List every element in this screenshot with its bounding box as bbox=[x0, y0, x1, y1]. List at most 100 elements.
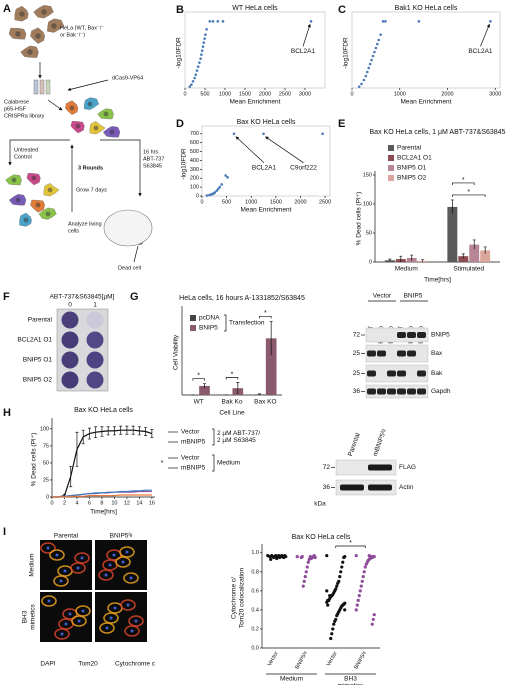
point bbox=[205, 28, 208, 31]
band-label: BNIP5 bbox=[431, 332, 450, 339]
point bbox=[203, 37, 206, 40]
significance-bracket bbox=[192, 378, 205, 381]
image-column: Parental bbox=[54, 533, 79, 540]
error-bar bbox=[450, 199, 454, 214]
point bbox=[330, 632, 334, 636]
chart-title: Bax KO HeLa cells bbox=[292, 534, 351, 541]
point bbox=[364, 562, 368, 566]
arrow bbox=[8, 139, 70, 166]
point bbox=[308, 554, 312, 559]
nucleus-signal bbox=[81, 609, 85, 613]
well bbox=[61, 311, 79, 329]
y-tick-label: 0.2 bbox=[251, 626, 259, 632]
panel-letter: C bbox=[338, 4, 346, 16]
rounds-label: 3 Rounds bbox=[78, 165, 103, 171]
band bbox=[368, 484, 392, 491]
point bbox=[370, 622, 374, 626]
column-label: 1 bbox=[93, 302, 97, 309]
point bbox=[343, 608, 347, 612]
x-tick-label: 2000 bbox=[294, 199, 306, 205]
treatment-label: ABT-737 bbox=[143, 156, 164, 162]
band bbox=[367, 370, 376, 377]
point bbox=[193, 76, 196, 80]
legend-swatch bbox=[190, 325, 196, 331]
image-column: BNIP5ᶠᵍ bbox=[110, 533, 133, 540]
band-label: Bax bbox=[431, 350, 443, 357]
band bbox=[397, 332, 406, 338]
control-label: Control bbox=[14, 154, 32, 160]
x-tick-label: 8 bbox=[100, 500, 103, 506]
dish bbox=[103, 209, 153, 247]
cell-signal bbox=[70, 562, 86, 574]
x-axis-label: Cell Line bbox=[219, 410, 245, 417]
nucleus-signal bbox=[60, 632, 64, 636]
bar bbox=[265, 338, 277, 395]
legend-label: BCL2A1 O1 bbox=[397, 155, 432, 162]
well bbox=[86, 311, 104, 329]
y-axis-label: % Dead cells (PI⁺) bbox=[356, 192, 363, 246]
bar bbox=[469, 244, 480, 262]
legend-group-label: 2 µM S63845 bbox=[217, 437, 256, 444]
point bbox=[321, 132, 324, 136]
band bbox=[367, 388, 376, 395]
point bbox=[329, 636, 333, 641]
x-tick-label: 0 bbox=[50, 500, 53, 506]
point bbox=[358, 589, 362, 593]
x-tick-label: 6 bbox=[88, 500, 91, 506]
legend-brace bbox=[224, 314, 227, 332]
x-axis-label: Mean Enrichment bbox=[241, 207, 292, 214]
panel-letter: F bbox=[3, 291, 10, 303]
point bbox=[188, 85, 192, 88]
legend-swatch bbox=[190, 315, 196, 321]
nucleus bbox=[19, 11, 25, 17]
line-series bbox=[52, 494, 152, 498]
x-tick-label: 500 bbox=[200, 91, 209, 97]
point bbox=[200, 53, 203, 56]
y-tick-label: 25 bbox=[43, 477, 49, 483]
legend-label: Vector bbox=[181, 429, 200, 436]
band bbox=[387, 388, 396, 395]
y-tick-label: 200 bbox=[190, 176, 199, 182]
well bbox=[61, 371, 79, 389]
x-tick-label: Bak Ko bbox=[222, 399, 243, 406]
marker-label: 36 bbox=[323, 484, 331, 491]
chart-title: Bax KO HeLa cells, 1 µM ABT-737&S63845 bbox=[370, 129, 506, 136]
x-tick-label: 2000 bbox=[259, 91, 271, 97]
y-tick-label: 0.8 bbox=[251, 569, 259, 575]
y-tick-label: 600 bbox=[190, 140, 199, 146]
treatment-label: S63845 bbox=[143, 163, 162, 169]
point bbox=[341, 560, 345, 564]
nucleus bbox=[45, 211, 51, 217]
well bbox=[61, 351, 79, 369]
legend-swatch bbox=[388, 165, 394, 171]
image-row: Medium bbox=[29, 553, 36, 576]
unit-label: kDa bbox=[314, 501, 326, 508]
point bbox=[332, 622, 336, 626]
point bbox=[325, 554, 329, 558]
point bbox=[307, 557, 311, 562]
nucleus bbox=[31, 175, 37, 181]
x-tick-label: Bax KO bbox=[254, 399, 276, 406]
nucleus-signal bbox=[105, 626, 109, 630]
panel-letter: H bbox=[3, 407, 11, 419]
nucleus-signal bbox=[112, 553, 116, 557]
cell-signal bbox=[119, 546, 135, 558]
blot-strip bbox=[335, 479, 397, 496]
nucleus-signal bbox=[130, 629, 134, 633]
significance-label: * bbox=[197, 373, 200, 380]
point bbox=[196, 65, 200, 68]
cell-line-label: HeLa (WT, Bax⁻/⁻ bbox=[60, 25, 104, 31]
cell-signal bbox=[123, 572, 139, 584]
y-tick-label: 0 bbox=[196, 193, 199, 199]
point bbox=[359, 584, 363, 588]
treatment-label: 16 hrs bbox=[143, 149, 159, 155]
y-tick-label: 0 bbox=[46, 494, 49, 500]
point bbox=[363, 565, 367, 569]
library-label: p65-HSF bbox=[4, 106, 27, 112]
panel-letter: E bbox=[338, 118, 345, 130]
point bbox=[354, 608, 358, 612]
cell-signal bbox=[98, 569, 114, 581]
point bbox=[204, 33, 207, 36]
point bbox=[340, 565, 344, 569]
